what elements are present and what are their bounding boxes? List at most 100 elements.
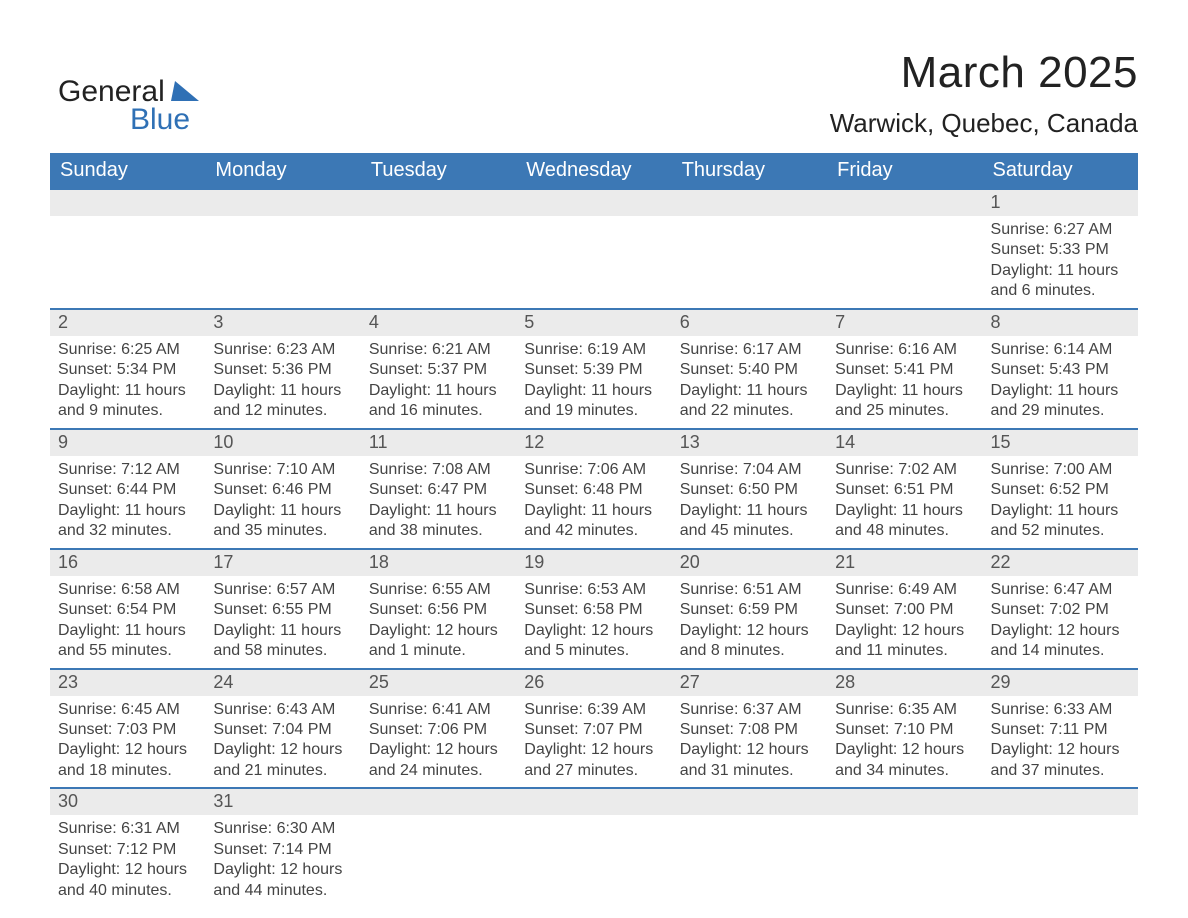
day-number: 26: [516, 670, 671, 696]
day-number: [205, 190, 360, 216]
sunrise-text: Sunrise: 6:58 AM: [58, 580, 199, 600]
daylight1-text: Daylight: 12 hours: [835, 740, 976, 760]
sunset-text: Sunset: 7:04 PM: [213, 720, 354, 740]
day-cell: [827, 190, 982, 308]
day-number: 14: [827, 430, 982, 456]
day-number: 29: [983, 670, 1138, 696]
daylight1-text: Daylight: 11 hours: [524, 501, 665, 521]
sunrise-text: Sunrise: 6:39 AM: [524, 700, 665, 720]
daylight1-text: Daylight: 12 hours: [369, 621, 510, 641]
sunrise-text: Sunrise: 7:02 AM: [835, 460, 976, 480]
day-number: [50, 190, 205, 216]
day-cell: 29Sunrise: 6:33 AMSunset: 7:11 PMDayligh…: [983, 670, 1138, 788]
week-row: 23Sunrise: 6:45 AMSunset: 7:03 PMDayligh…: [50, 668, 1138, 788]
header-saturday: Saturday: [983, 153, 1138, 190]
day-cell: [361, 190, 516, 308]
sunset-text: Sunset: 6:48 PM: [524, 480, 665, 500]
day-cell: [827, 789, 982, 907]
daylight1-text: Daylight: 12 hours: [369, 740, 510, 760]
day-number: 30: [50, 789, 205, 815]
daylight2-text: and 21 minutes.: [213, 761, 354, 781]
day-number: 5: [516, 310, 671, 336]
day-cell: 8Sunrise: 6:14 AMSunset: 5:43 PMDaylight…: [983, 310, 1138, 428]
day-details: Sunrise: 6:14 AMSunset: 5:43 PMDaylight:…: [983, 336, 1138, 428]
day-number: 11: [361, 430, 516, 456]
page-subtitle: Warwick, Quebec, Canada: [50, 108, 1138, 139]
day-cell: 11Sunrise: 7:08 AMSunset: 6:47 PMDayligh…: [361, 430, 516, 548]
day-number: 31: [205, 789, 360, 815]
daylight2-text: and 19 minutes.: [524, 401, 665, 421]
sunrise-text: Sunrise: 6:16 AM: [835, 340, 976, 360]
daylight2-text: and 16 minutes.: [369, 401, 510, 421]
page-title: March 2025: [50, 48, 1138, 98]
day-details: Sunrise: 6:55 AMSunset: 6:56 PMDaylight:…: [361, 576, 516, 668]
day-details: Sunrise: 6:41 AMSunset: 7:06 PMDaylight:…: [361, 696, 516, 788]
sunset-text: Sunset: 7:06 PM: [369, 720, 510, 740]
daylight1-text: Daylight: 12 hours: [524, 740, 665, 760]
sunrise-text: Sunrise: 7:00 AM: [991, 460, 1132, 480]
sunrise-text: Sunrise: 6:43 AM: [213, 700, 354, 720]
day-cell: 28Sunrise: 6:35 AMSunset: 7:10 PMDayligh…: [827, 670, 982, 788]
day-number: [361, 789, 516, 815]
daylight1-text: Daylight: 11 hours: [369, 381, 510, 401]
week-row: 16Sunrise: 6:58 AMSunset: 6:54 PMDayligh…: [50, 548, 1138, 668]
day-cell: 30Sunrise: 6:31 AMSunset: 7:12 PMDayligh…: [50, 789, 205, 907]
day-cell: 5Sunrise: 6:19 AMSunset: 5:39 PMDaylight…: [516, 310, 671, 428]
day-number: [516, 190, 671, 216]
sunset-text: Sunset: 5:34 PM: [58, 360, 199, 380]
sunrise-text: Sunrise: 6:55 AM: [369, 580, 510, 600]
header-tuesday: Tuesday: [361, 153, 516, 190]
daylight2-text: and 22 minutes.: [680, 401, 821, 421]
daylight1-text: Daylight: 12 hours: [58, 860, 199, 880]
day-number: 20: [672, 550, 827, 576]
logo: General Blue: [58, 75, 190, 137]
day-details: Sunrise: 6:30 AMSunset: 7:14 PMDaylight:…: [205, 815, 360, 907]
day-number: [827, 789, 982, 815]
daylight2-text: and 24 minutes.: [369, 761, 510, 781]
daylight1-text: Daylight: 11 hours: [58, 381, 199, 401]
sunset-text: Sunset: 5:36 PM: [213, 360, 354, 380]
calendar-header-row: Sunday Monday Tuesday Wednesday Thursday…: [50, 153, 1138, 190]
day-details: Sunrise: 7:00 AMSunset: 6:52 PMDaylight:…: [983, 456, 1138, 548]
daylight2-text: and 29 minutes.: [991, 401, 1132, 421]
daylight2-text: and 11 minutes.: [835, 641, 976, 661]
day-number: 15: [983, 430, 1138, 456]
daylight2-text: and 58 minutes.: [213, 641, 354, 661]
day-details: Sunrise: 6:37 AMSunset: 7:08 PMDaylight:…: [672, 696, 827, 788]
sunrise-text: Sunrise: 6:21 AM: [369, 340, 510, 360]
daylight1-text: Daylight: 11 hours: [58, 501, 199, 521]
title-block: March 2025 Warwick, Quebec, Canada: [50, 48, 1138, 139]
daylight2-text: and 14 minutes.: [991, 641, 1132, 661]
day-number: 28: [827, 670, 982, 696]
day-number: 25: [361, 670, 516, 696]
day-details: [361, 815, 516, 889]
day-number: 2: [50, 310, 205, 336]
day-number: [516, 789, 671, 815]
header-wednesday: Wednesday: [516, 153, 671, 190]
day-details: Sunrise: 7:06 AMSunset: 6:48 PMDaylight:…: [516, 456, 671, 548]
day-cell: [983, 789, 1138, 907]
sunset-text: Sunset: 5:41 PM: [835, 360, 976, 380]
daylight1-text: Daylight: 11 hours: [835, 381, 976, 401]
day-number: [672, 190, 827, 216]
day-cell: 24Sunrise: 6:43 AMSunset: 7:04 PMDayligh…: [205, 670, 360, 788]
day-cell: 20Sunrise: 6:51 AMSunset: 6:59 PMDayligh…: [672, 550, 827, 668]
sunrise-text: Sunrise: 6:33 AM: [991, 700, 1132, 720]
day-cell: 22Sunrise: 6:47 AMSunset: 7:02 PMDayligh…: [983, 550, 1138, 668]
day-details: Sunrise: 6:58 AMSunset: 6:54 PMDaylight:…: [50, 576, 205, 668]
day-number: 27: [672, 670, 827, 696]
sunrise-text: Sunrise: 6:41 AM: [369, 700, 510, 720]
daylight2-text: and 48 minutes.: [835, 521, 976, 541]
sunset-text: Sunset: 6:51 PM: [835, 480, 976, 500]
day-number: 16: [50, 550, 205, 576]
sunset-text: Sunset: 5:37 PM: [369, 360, 510, 380]
day-details: Sunrise: 6:49 AMSunset: 7:00 PMDaylight:…: [827, 576, 982, 668]
header-thursday: Thursday: [672, 153, 827, 190]
day-cell: [516, 190, 671, 308]
sunrise-text: Sunrise: 6:19 AM: [524, 340, 665, 360]
day-details: Sunrise: 7:08 AMSunset: 6:47 PMDaylight:…: [361, 456, 516, 548]
daylight2-text: and 9 minutes.: [58, 401, 199, 421]
logo-text-blue: Blue: [130, 103, 190, 137]
day-cell: 15Sunrise: 7:00 AMSunset: 6:52 PMDayligh…: [983, 430, 1138, 548]
sunrise-text: Sunrise: 6:14 AM: [991, 340, 1132, 360]
